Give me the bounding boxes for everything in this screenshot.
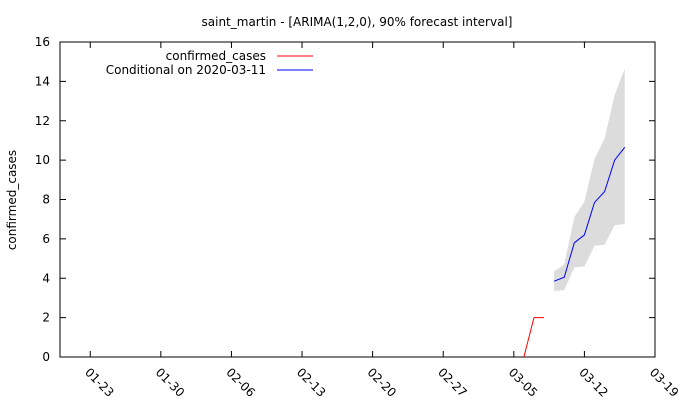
chart-title: saint_martin - [ARIMA(1,2,0), 90% foreca…	[202, 15, 513, 29]
series-line-1	[553, 147, 626, 282]
x-tick-label: 02-13	[294, 365, 329, 400]
y-tick-label: 2	[42, 311, 50, 325]
x-tick-label: 02-27	[435, 365, 470, 400]
y-tick-label: 8	[42, 193, 50, 207]
legend-label: confirmed_cases	[166, 49, 266, 63]
forecast-interval-band	[554, 68, 625, 292]
y-tick-label: 10	[35, 153, 50, 167]
legend-label: Conditional on 2020-03-11	[106, 63, 266, 77]
x-tick-label: 03-12	[576, 365, 611, 400]
plot-frame	[59, 41, 656, 358]
y-tick-label: 16	[35, 35, 50, 49]
y-tick-label: 14	[35, 74, 50, 88]
y-tick-label: 0	[42, 350, 50, 364]
y-tick-label: 6	[42, 232, 50, 246]
x-tick-label: 01-23	[82, 365, 117, 400]
x-tick-label: 03-05	[506, 365, 541, 400]
plot-area: 0 2 4 6 8 10 12 14 16 01-23 01-30 02-06 02-13 02-20 02…	[35, 35, 680, 400]
y-tick-label: 12	[35, 114, 50, 128]
x-tick-label: 02-06	[223, 365, 258, 400]
series-line-0	[523, 317, 545, 358]
x-tick-label: 03-19	[647, 365, 680, 400]
x-tick-label: 02-20	[365, 365, 400, 400]
y-tick-label: 4	[42, 271, 50, 285]
x-tick-label: 01-30	[153, 365, 188, 400]
y-axis-label: confirmed_cases	[5, 150, 19, 250]
